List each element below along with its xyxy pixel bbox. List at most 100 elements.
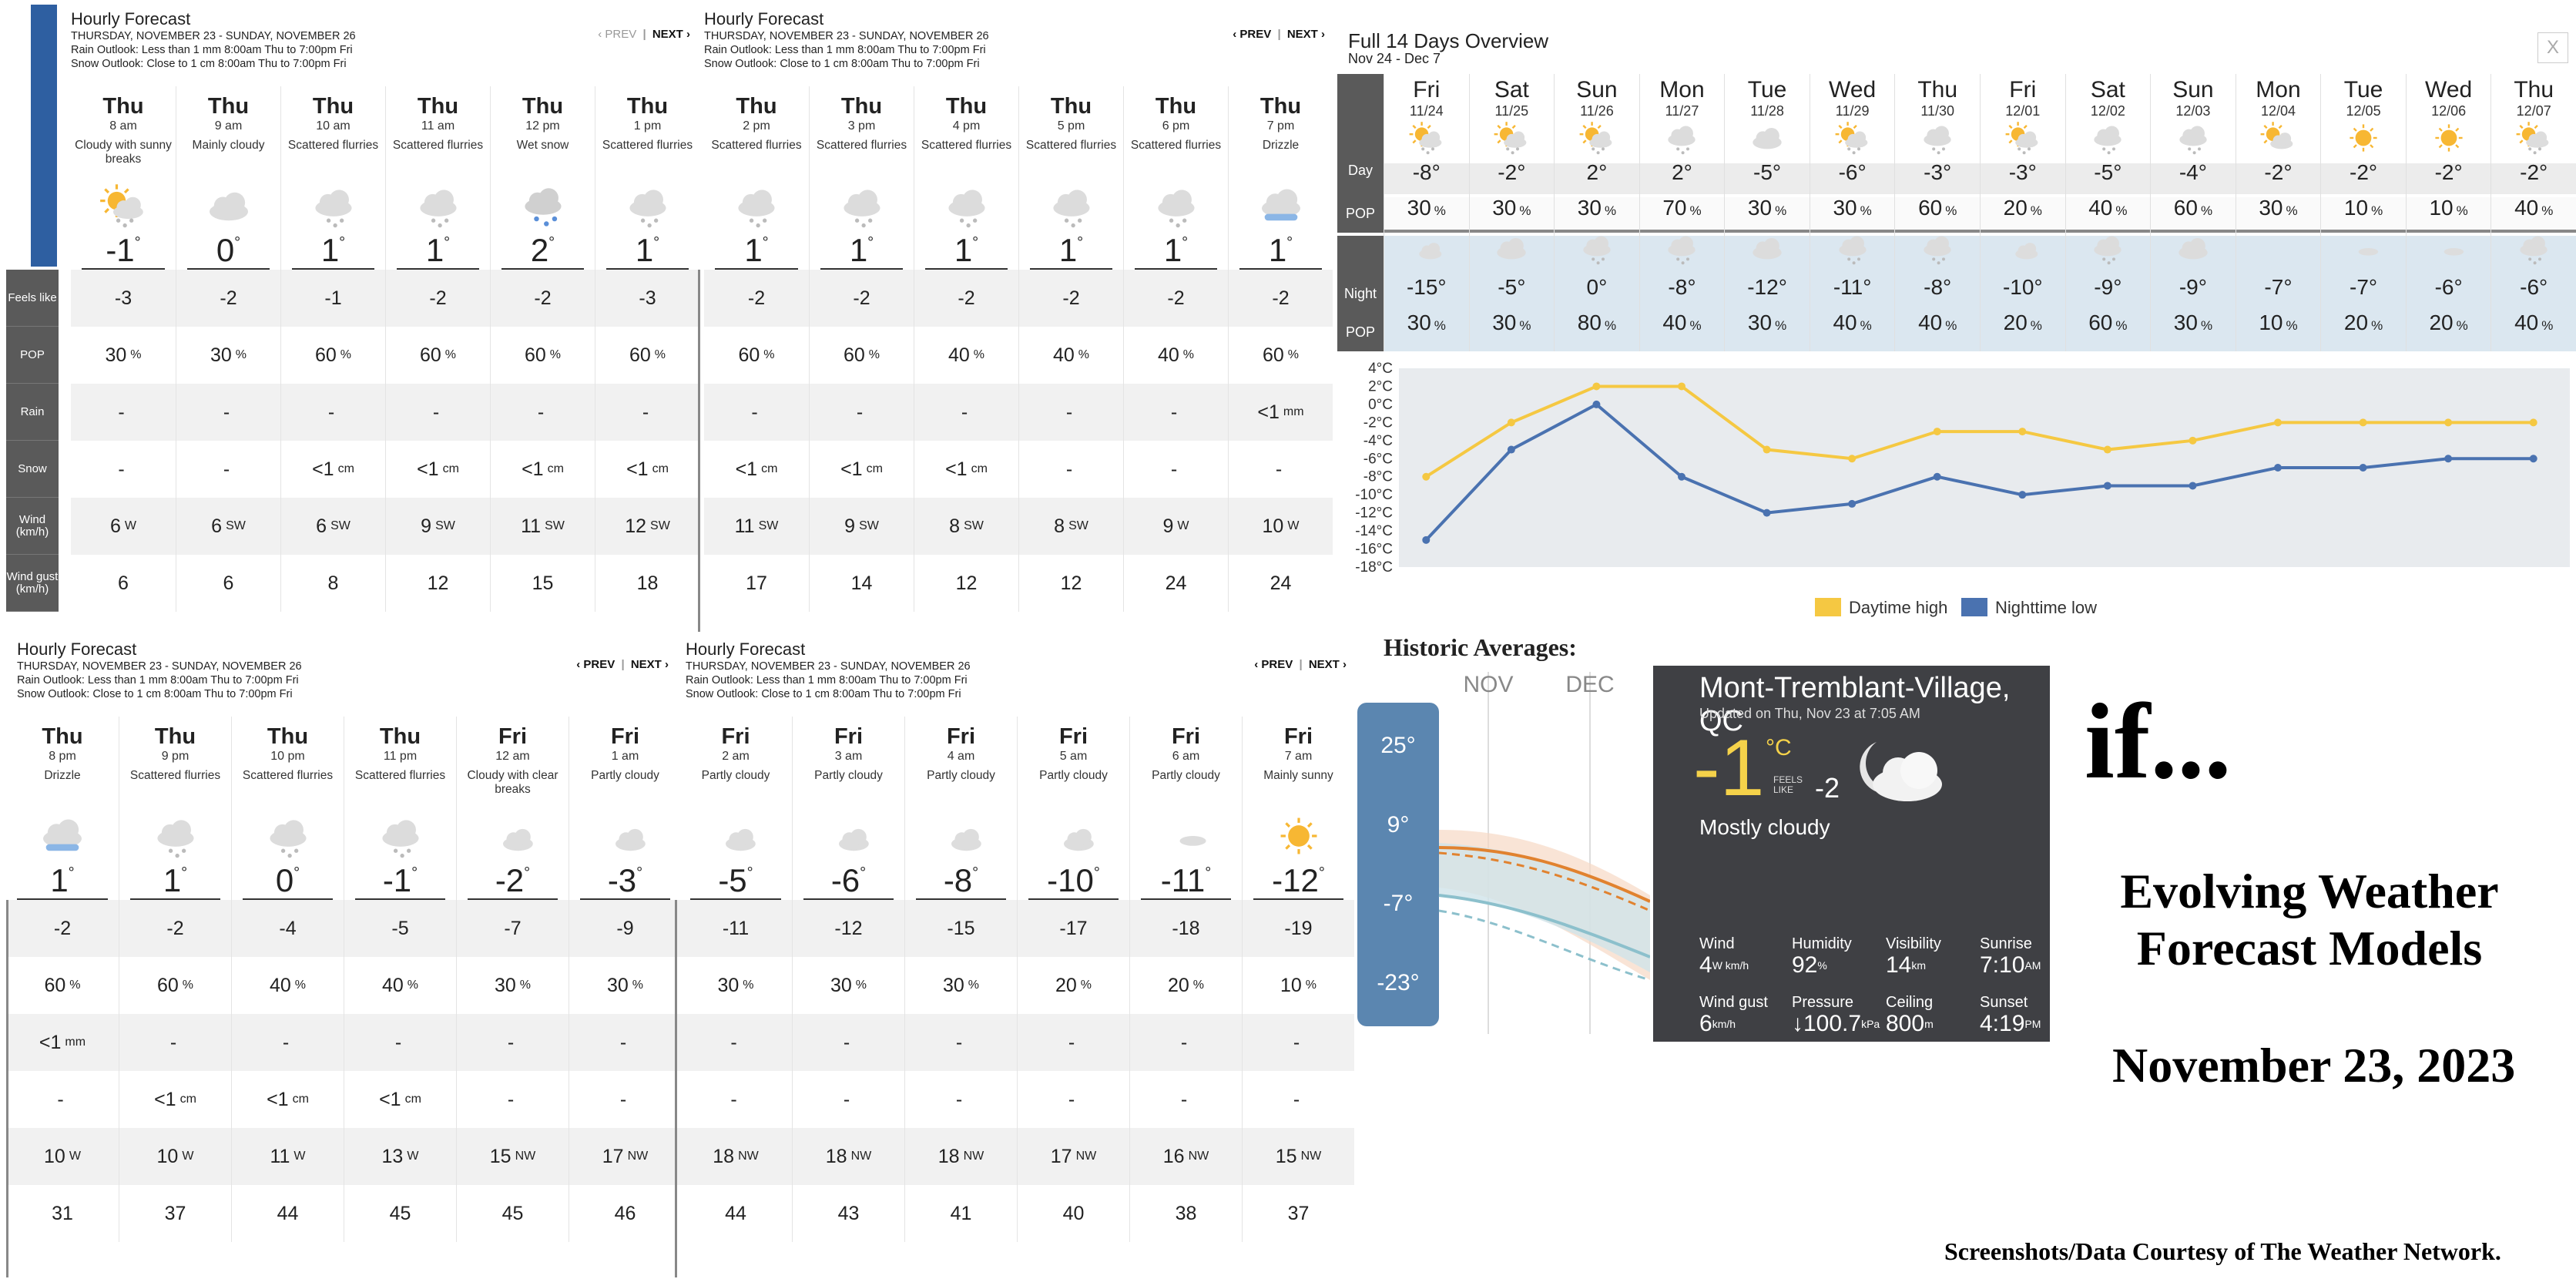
- night-pop-value: 40: [2514, 311, 2539, 334]
- prev-button[interactable]: ‹ PREV: [598, 28, 637, 41]
- hour-temp: -12°: [1253, 861, 1343, 900]
- day-name: Sat: [2090, 77, 2125, 102]
- day-high-value: -2: [2350, 160, 2369, 184]
- hour-column: Thu 7 pm Drizzle 1° -2 60% <1 mm - 10 W 24: [1228, 86, 1333, 612]
- hour-temp: -2°: [468, 861, 558, 900]
- rain-outlook: Rain Outlook: Less than 1 mm 8:00am Thu …: [71, 44, 353, 56]
- night-pop: 60%: [2088, 311, 2128, 334]
- night-pop: 20%: [2003, 311, 2042, 334]
- hour-day: Thu: [945, 94, 988, 119]
- snow-value: -: [730, 1088, 737, 1110]
- pop-value: 40: [1052, 344, 1075, 366]
- feels-value: -19: [1284, 917, 1313, 939]
- day-pop-value: 30: [1407, 196, 1431, 220]
- panel-divider: [675, 900, 677, 1277]
- snow-value: -: [223, 458, 230, 480]
- feels-value: -3: [114, 287, 132, 309]
- wind-cell: 6 SW: [176, 498, 280, 555]
- hour-column: Thu 11 am Scattered flurries 1° -2 60% - <1 c…: [385, 86, 490, 612]
- wind-cell: 9 SW: [386, 498, 490, 555]
- wind-value: 9: [1162, 515, 1174, 537]
- night-pop: 30%: [1407, 311, 1446, 334]
- snow-value: -: [118, 458, 125, 480]
- data-point: [2103, 445, 2111, 454]
- next-button[interactable]: NEXT ›: [1308, 658, 1347, 671]
- day-column: Sun 12/03 -4° 60% -9° 30%: [2150, 74, 2236, 351]
- legend-swatch: [1815, 598, 1841, 616]
- gust-value: 6: [118, 572, 129, 594]
- scrollbar-thumb[interactable]: [31, 5, 57, 267]
- month-label: NOV: [1463, 672, 1513, 697]
- cloud-snow-icon: [1640, 227, 1725, 269]
- hour-condition: Scattered flurries: [287, 139, 379, 152]
- pop-cell: 40%: [381, 974, 419, 996]
- pop-value: 30: [606, 974, 629, 996]
- wind-cell: 16 NW: [1130, 1128, 1242, 1185]
- wind-cell: 13 W: [344, 1128, 456, 1185]
- wind-cell: 10 W: [1229, 498, 1333, 555]
- snow-value: -: [57, 1088, 64, 1110]
- stat-number: 7:10: [1980, 952, 2025, 978]
- hour-temp: -10°: [1028, 861, 1119, 900]
- hour-temp-value: 1: [635, 232, 654, 268]
- temperature-line-chart: 4°C2°C 0°C -2°C -4°C -6°C -8°C -10°C -12°C-14°C…: [1355, 361, 2570, 617]
- feels-like-label: FEELS LIKE: [1773, 774, 1803, 795]
- day-pop: 10%: [2343, 196, 2383, 220]
- rain-value: <1: [1257, 401, 1280, 423]
- stat-unit: %: [1817, 959, 1827, 972]
- hour-column: Thu 8 pm Drizzle 1° -2 60% <1 mm - 10 W 31: [6, 717, 119, 1242]
- wind-value: 6: [316, 515, 327, 537]
- rain-value: -: [642, 401, 649, 423]
- rain-value: -: [856, 401, 864, 423]
- pop-value: 60: [629, 344, 651, 366]
- next-button[interactable]: NEXT ›: [630, 658, 669, 671]
- y-tick-label: -4°C: [1363, 433, 1393, 449]
- day-column: Tue 12/05 -2° 10% -7° 20%: [2320, 74, 2406, 351]
- hour-time: 1 pm: [633, 119, 662, 133]
- night-low: -15°: [1406, 275, 1447, 299]
- gust-cell: 12: [386, 555, 490, 612]
- day-date: 12/03: [2175, 103, 2211, 119]
- day-pop-value: 10: [2429, 196, 2454, 220]
- stat-wind: Wind 4W km/h: [1699, 935, 1749, 978]
- snow-unit: cm: [652, 462, 669, 475]
- stat-sunrise: Sunrise 7:10AM: [1980, 935, 2041, 978]
- gust-cell: 43: [793, 1185, 904, 1242]
- gust-value: 14: [850, 572, 873, 594]
- night-low: -7°: [2264, 275, 2293, 299]
- rain-value: -: [619, 1031, 627, 1053]
- hour-condition: Scattered flurries: [1130, 139, 1222, 152]
- gust-cell: 6: [176, 555, 280, 612]
- moon-cloud-icon: [1981, 227, 2065, 269]
- next-button[interactable]: NEXT ›: [652, 28, 690, 41]
- snow-cell: <1 cm: [810, 441, 914, 498]
- hour-time: 4 pm: [952, 119, 981, 133]
- wind-dir: W: [293, 1150, 306, 1163]
- wind-dir: SW: [650, 519, 670, 532]
- prev-button[interactable]: ‹ PREV: [576, 658, 615, 671]
- day-column: Fri 11/24 -8° 30% -15° 30%: [1384, 74, 1469, 351]
- day-high: -5°: [1753, 160, 1782, 184]
- snow-value: -: [619, 1088, 627, 1110]
- hour-time: 4 am: [947, 750, 975, 763]
- rain-cell: -: [793, 1014, 904, 1071]
- day-column: Sat 12/02 -5° 40% -9° 60%: [2064, 74, 2151, 351]
- day-pop-value: 40: [2088, 196, 2113, 220]
- next-button[interactable]: NEXT ›: [1286, 28, 1325, 41]
- rain-cell: -: [569, 1014, 681, 1071]
- cloud-icon: [1725, 119, 1810, 156]
- pop-cell: 60%: [1262, 344, 1300, 366]
- day-high: -5°: [2094, 160, 2122, 184]
- snow-outlook: Snow Outlook: Close to 1 cm 8:00am Thu t…: [686, 688, 961, 700]
- prev-button[interactable]: ‹ PREV: [1254, 658, 1293, 671]
- prev-button[interactable]: ‹ PREV: [1233, 28, 1272, 41]
- gust-cell: 45: [457, 1185, 569, 1242]
- day-high-value: 2: [1672, 160, 1684, 184]
- hour-condition: Partly cloudy: [927, 769, 995, 782]
- wind-cell: 6 SW: [281, 498, 385, 555]
- pop-value: 60: [314, 344, 337, 366]
- hour-temp: -8°: [916, 861, 1006, 900]
- close-button[interactable]: X: [2537, 32, 2568, 63]
- night-low-value: -9: [2094, 275, 2114, 299]
- data-point: [2529, 455, 2537, 463]
